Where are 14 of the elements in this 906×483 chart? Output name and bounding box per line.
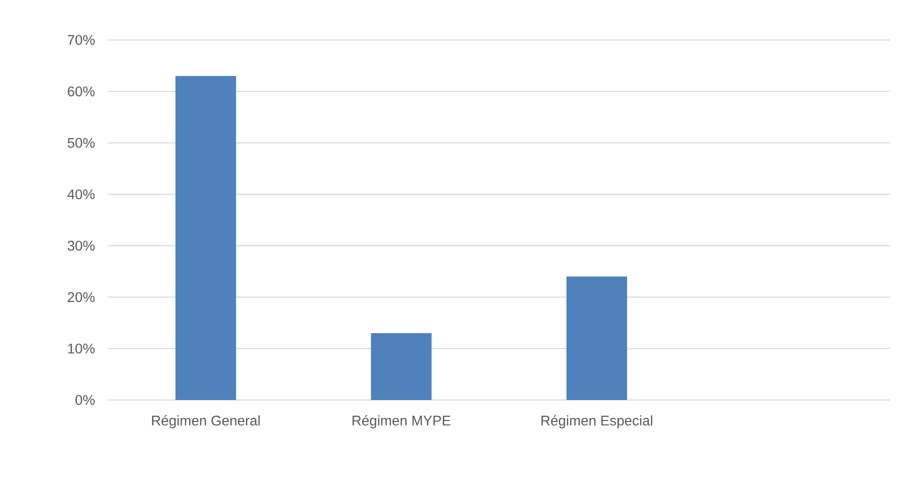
bar xyxy=(370,333,432,400)
x-tick-label: Régimen General xyxy=(152,415,260,428)
x-tick-label: Régimen Especial xyxy=(542,415,652,428)
y-tick-label: 20% xyxy=(68,292,95,302)
y-tick-label: 10% xyxy=(68,344,95,354)
y-tick-label: 0% xyxy=(75,395,95,405)
y-tick-label: 30% xyxy=(68,240,95,251)
y-tick-label: 60% xyxy=(68,86,95,96)
bar xyxy=(566,276,628,400)
x-tick-label: Régimen MYPE xyxy=(352,415,450,428)
y-tick-label: 40% xyxy=(67,189,95,200)
y-tick-label: 50% xyxy=(68,138,95,148)
y-tick-label: 70% xyxy=(68,35,95,45)
bar xyxy=(175,76,236,400)
